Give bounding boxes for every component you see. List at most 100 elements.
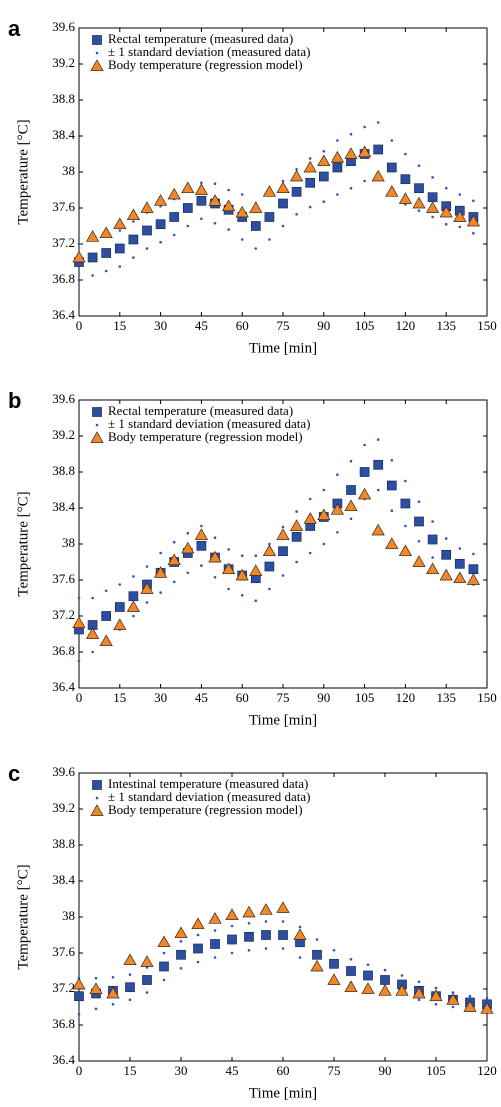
triangle-marker [453, 210, 467, 222]
square-marker [227, 934, 237, 945]
triangle-marker [429, 989, 443, 1002]
square-marker [244, 931, 254, 942]
x-tick-label: 15 [113, 318, 126, 333]
dot-marker [118, 265, 122, 268]
y-tick-label: 38 [62, 163, 75, 178]
triangle-marker [398, 192, 413, 204]
triangle-marker [99, 634, 113, 647]
x-tick-label: 75 [277, 318, 290, 333]
triangle-marker [330, 150, 345, 163]
triangle-marker [221, 199, 236, 212]
triangle-marker [167, 553, 181, 566]
square-marker [114, 243, 125, 254]
square-marker [128, 234, 139, 245]
dot-marker [417, 209, 421, 212]
y-tick-label: 36.4 [52, 679, 75, 694]
dot-marker [145, 601, 149, 604]
x-axis-title: Time [min] [249, 712, 317, 728]
dot-marker [213, 929, 217, 932]
legend-marker [92, 35, 102, 45]
dot-marker [444, 186, 448, 190]
y-tick-label: 38.4 [52, 499, 75, 514]
dot-marker [458, 193, 462, 196]
dot-marker [111, 976, 115, 979]
dot-marker [240, 238, 244, 241]
x-tick-label: 45 [195, 318, 208, 333]
dot-marker [458, 225, 462, 229]
square-marker [125, 982, 135, 993]
square-marker [386, 162, 397, 173]
dot-marker [230, 951, 234, 955]
triangle-marker [174, 926, 188, 939]
dot-marker [431, 556, 434, 559]
square-marker [278, 546, 288, 557]
dot-marker [132, 614, 135, 618]
triangle-marker [113, 618, 127, 630]
y-tick-label: 38 [62, 535, 75, 550]
dot-marker [118, 583, 122, 586]
triangle-marker [140, 201, 154, 213]
legend-label: Body temperature (regression model) [108, 802, 303, 817]
triangle-marker [344, 147, 358, 159]
y-tick-label: 38.4 [52, 127, 75, 142]
triangle-marker [249, 201, 263, 213]
triangle-marker [327, 973, 341, 985]
triangle-marker [439, 205, 453, 218]
x-tick-label: 45 [195, 690, 208, 705]
square-marker [454, 558, 465, 569]
triangle-marker [153, 566, 168, 578]
y-axis-title: Temperature [°C] [15, 491, 31, 596]
triangle-marker [446, 993, 460, 1005]
dot-marker [281, 947, 285, 950]
x-tick-label: 150 [477, 690, 497, 705]
triangle-marker [425, 201, 440, 213]
dot-marker [213, 576, 217, 579]
triangle-marker [208, 912, 222, 924]
dot-marker [186, 224, 190, 228]
dot-marker [315, 938, 319, 941]
dot-marker [162, 978, 166, 982]
dot-marker [254, 247, 258, 250]
square-marker [87, 252, 98, 263]
square-marker [441, 549, 452, 560]
square-marker [291, 531, 302, 542]
triangle-marker [126, 208, 141, 221]
x-tick-label: 45 [226, 1063, 239, 1078]
square-marker [414, 516, 424, 527]
square-marker [196, 540, 207, 551]
dot-marker [322, 150, 326, 153]
dot-marker [295, 168, 298, 171]
square-marker [128, 591, 139, 602]
triangle-marker [126, 600, 141, 612]
dot-marker [227, 548, 230, 551]
dot-marker [308, 497, 312, 501]
x-tick-label: 60 [277, 1063, 290, 1078]
square-marker [332, 162, 343, 173]
dot-marker [162, 951, 166, 955]
square-marker [278, 930, 288, 940]
legend-label: Body temperature (regression model) [108, 429, 303, 444]
triangle-marker [385, 537, 399, 549]
triangle-marker [361, 982, 375, 994]
square-marker [380, 975, 390, 985]
x-axis-title: Time [min] [249, 1085, 317, 1101]
legend-label: ± 1 standard deviation (measured data) [108, 789, 310, 804]
dot-marker [281, 574, 285, 577]
triangle-marker [371, 169, 385, 182]
square-marker [414, 183, 424, 194]
dot-marker [111, 1003, 115, 1006]
dot-marker [254, 599, 258, 602]
dot-marker [468, 994, 472, 998]
dot-marker [363, 125, 366, 129]
triangle-marker [208, 550, 222, 563]
triangle-marker [276, 528, 290, 540]
dot-marker [91, 650, 94, 654]
dot-marker [227, 188, 230, 192]
square-marker [291, 186, 302, 197]
dot-marker [322, 542, 326, 546]
square-marker [318, 171, 329, 182]
square-marker [101, 248, 112, 258]
triangle-marker [344, 980, 358, 993]
square-marker [176, 949, 186, 960]
square-marker [278, 198, 288, 209]
